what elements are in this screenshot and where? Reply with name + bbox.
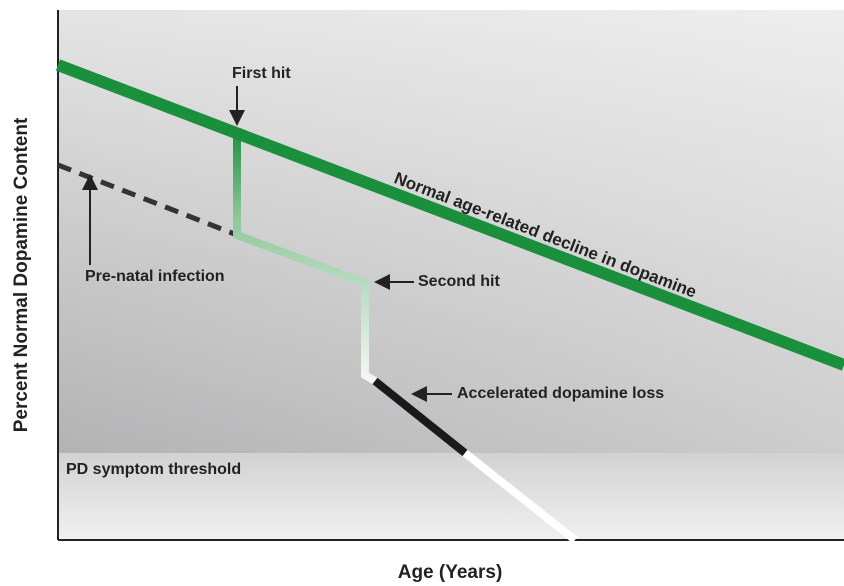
hit-path xyxy=(233,128,378,385)
normal-decline-line xyxy=(55,59,844,371)
x-axis-label: Age (Years) xyxy=(398,562,503,583)
annotation: PD symptom threshold xyxy=(66,461,241,478)
annotation: Second hit xyxy=(418,273,500,290)
accelerated-line xyxy=(372,377,468,457)
threshold-band xyxy=(58,453,844,540)
annotation: Accelerated dopamine loss xyxy=(457,385,664,402)
plot-sheen xyxy=(58,10,844,540)
annotation: First hit xyxy=(232,65,291,82)
annotation: Pre-natal infection xyxy=(85,268,225,285)
post-threshold-line xyxy=(462,449,578,544)
y-axis-label: Percent Normal Dopamine Content xyxy=(11,117,32,432)
